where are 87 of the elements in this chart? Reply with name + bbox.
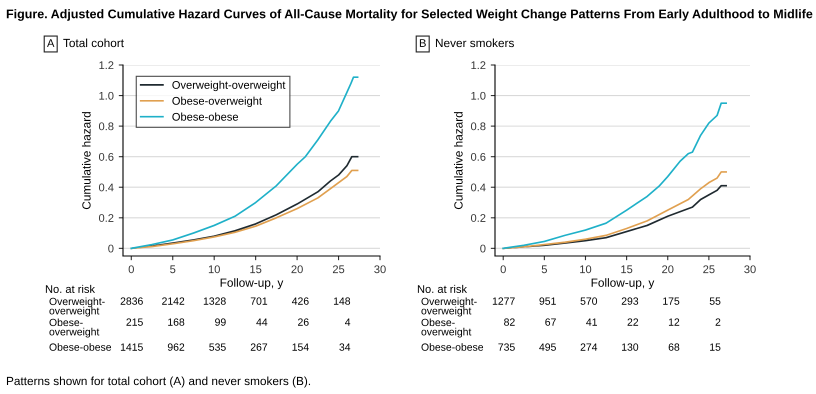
text: 67 <box>545 318 556 326</box>
x-tick-label: 0 <box>500 265 506 274</box>
y-tick-label: 1.0 <box>471 92 486 100</box>
text: 154 <box>292 344 309 351</box>
text: 2836 <box>120 297 143 305</box>
y-tick-label: 0.4 <box>98 184 114 192</box>
chart-title: Never smokers <box>436 38 514 48</box>
x-axis-title: Follow-up, y <box>592 278 654 290</box>
y-tick-label: 0.6 <box>98 152 114 161</box>
legend-label: Obese-obese <box>172 112 238 121</box>
y-tick-label: 0.2 <box>98 214 114 222</box>
y-tick-label: 0.8 <box>98 122 114 130</box>
y-tick-label: 0 <box>480 244 486 252</box>
text: 41 <box>586 318 597 326</box>
y-tick-label: 0 <box>108 244 114 252</box>
x-tick-label: 10 <box>208 265 220 274</box>
text: 274 <box>580 343 598 351</box>
legend-label: Overweight-overweight <box>172 80 286 92</box>
legend-label: Obese-overweight <box>172 96 262 107</box>
y-axis-title: Cumulative hazard <box>454 112 463 210</box>
text: 22 <box>628 318 638 326</box>
y-tick-label: 1.2 <box>471 61 486 70</box>
text: 962 <box>168 343 184 351</box>
x-tick-label: 20 <box>662 265 674 274</box>
y-axis-title: Cumulative hazard <box>82 112 91 210</box>
y-tick-label: 0.4 <box>470 184 486 192</box>
y-tick-label: 0.8 <box>470 122 486 130</box>
x-tick-label: 25 <box>332 265 344 274</box>
text: Obese-obese <box>49 343 112 351</box>
x-tick-label: 0 <box>128 265 134 274</box>
text: Obese- overweight <box>421 318 472 338</box>
text: 570 <box>580 297 598 305</box>
x-tick-label: 15 <box>250 265 262 274</box>
x-tick-label: 5 <box>170 265 176 274</box>
x-tick-label: 5 <box>542 265 547 274</box>
text: No. at risk <box>418 284 468 293</box>
text: 148 <box>334 297 350 305</box>
text: 2142 <box>162 297 184 305</box>
text: Patterns shown for total cohort (A) and never smokers (B). <box>6 376 310 388</box>
line-series <box>130 76 358 250</box>
y-tick-label: 1.0 <box>99 92 114 100</box>
y-tick-label: 1.2 <box>99 61 114 70</box>
text: 12 <box>668 318 680 326</box>
x-tick-label: 10 <box>580 265 592 274</box>
text: Overweight- overweight <box>49 297 105 317</box>
text: 2 <box>716 318 720 326</box>
y-tick-label: 0.2 <box>470 214 486 222</box>
text: Overweight- overweight <box>421 297 477 317</box>
chart-title: Total cohort <box>63 38 124 48</box>
text: 1328 <box>204 297 226 305</box>
text: 15 <box>710 344 720 351</box>
text: 68 <box>668 343 680 351</box>
text: Figure. Adjusted Cumulative Hazard Curves of All-Cause Mortality for Selected Weight Change Patterns From Early Adulthood to Midlife <box>6 9 812 21</box>
text: 1277 <box>492 297 515 305</box>
text: 215 <box>126 318 143 326</box>
text: Obese-obese <box>421 343 484 351</box>
text: 26 <box>298 318 309 326</box>
y-tick-label: 0.6 <box>470 152 486 161</box>
x-tick-label: 25 <box>703 265 715 274</box>
text: 951 <box>539 297 556 305</box>
text: 175 <box>663 298 680 305</box>
text: 293 <box>622 297 638 305</box>
text: 495 <box>539 343 556 351</box>
text: 701 <box>250 297 268 305</box>
text: 55 <box>710 298 720 305</box>
x-tick-label: 30 <box>374 265 386 274</box>
x-tick-label: 15 <box>621 265 632 274</box>
text: 535 <box>209 343 226 351</box>
text: 1415 <box>120 344 143 351</box>
text: 34 <box>339 343 350 351</box>
text: 168 <box>168 318 184 326</box>
text: 426 <box>292 297 309 305</box>
text: Obese- overweight <box>49 318 100 338</box>
text: 130 <box>622 343 638 351</box>
text: B <box>420 39 426 47</box>
x-tick-label: 20 <box>291 265 303 274</box>
line-series <box>502 102 727 250</box>
text: No. at risk <box>46 284 96 293</box>
text: A <box>47 39 54 47</box>
text: 267 <box>250 343 268 351</box>
text: 82 <box>504 318 515 326</box>
x-tick-label: 30 <box>744 265 756 274</box>
text: 735 <box>498 343 515 351</box>
x-axis-title: Follow-up, y <box>220 278 284 290</box>
text: 99 <box>215 318 226 326</box>
text: 44 <box>256 318 268 326</box>
text: 4 <box>344 318 350 326</box>
